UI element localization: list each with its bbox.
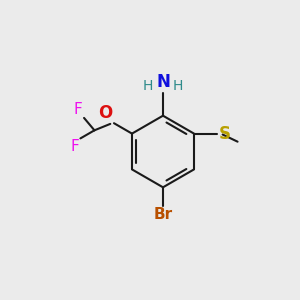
Text: N: N xyxy=(156,74,170,92)
Text: Br: Br xyxy=(153,207,172,222)
Text: F: F xyxy=(70,139,79,154)
Text: S: S xyxy=(218,124,230,142)
Text: O: O xyxy=(99,104,113,122)
Text: H: H xyxy=(143,79,153,93)
Text: H: H xyxy=(173,79,183,93)
Text: F: F xyxy=(74,102,83,117)
